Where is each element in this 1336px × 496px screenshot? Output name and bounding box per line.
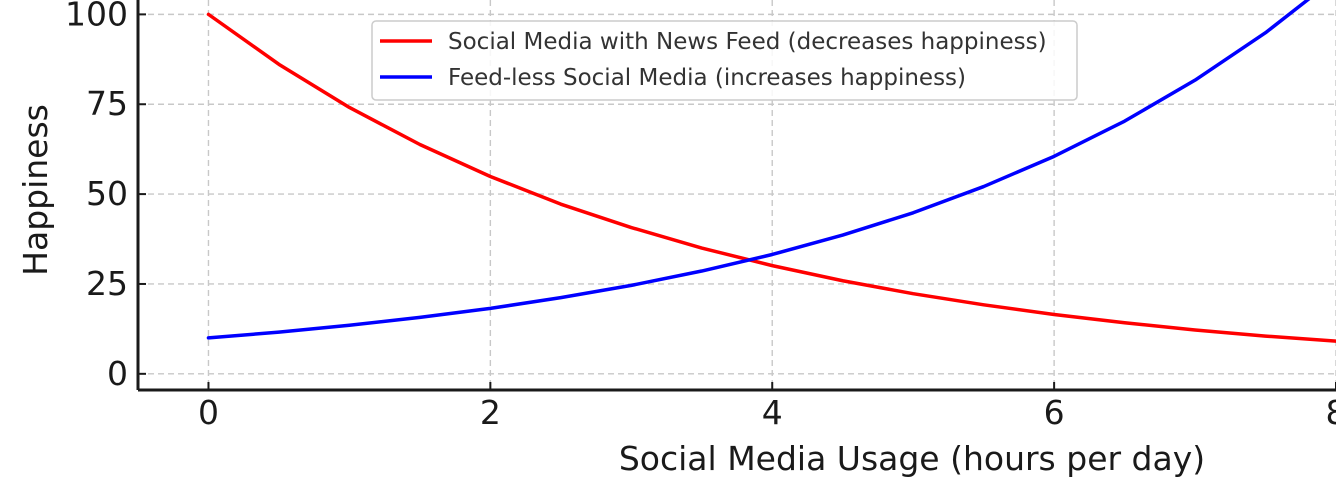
y-tick-label: 100: [65, 0, 128, 33]
legend: Social Media with News Feed (decreases h…: [371, 20, 1078, 101]
legend-box: [371, 20, 1078, 101]
legend-label-news-feed: Social Media with News Feed (decreases h…: [448, 29, 1047, 55]
y-tick-label: 50: [86, 174, 128, 213]
y-tick-label: 25: [86, 264, 128, 303]
x-tick-label: 8: [1326, 393, 1336, 432]
x-tick-label: 2: [480, 393, 501, 432]
x-tick-labels: 0 2 4 6 8: [198, 393, 1336, 432]
y-tick-label: 75: [86, 84, 128, 123]
y-tick-labels: 0 25 50 75 100: [65, 0, 128, 393]
series-group: [206, 0, 1336, 343]
series-line-news-feed: [206, 12, 1336, 343]
legend-label-feedless: Feed-less Social Media (increases happin…: [448, 65, 966, 91]
x-tick-label: 4: [762, 393, 783, 432]
series-line-feedless: [206, 0, 1311, 340]
y-axis-title: Happiness: [16, 104, 55, 276]
y-tick-label: 0: [107, 354, 128, 393]
x-tick-label: 0: [198, 393, 219, 432]
x-axis-title: Social Media Usage (hours per day): [619, 439, 1205, 478]
axes: [136, 0, 1336, 392]
x-tick-label: 6: [1044, 393, 1065, 432]
